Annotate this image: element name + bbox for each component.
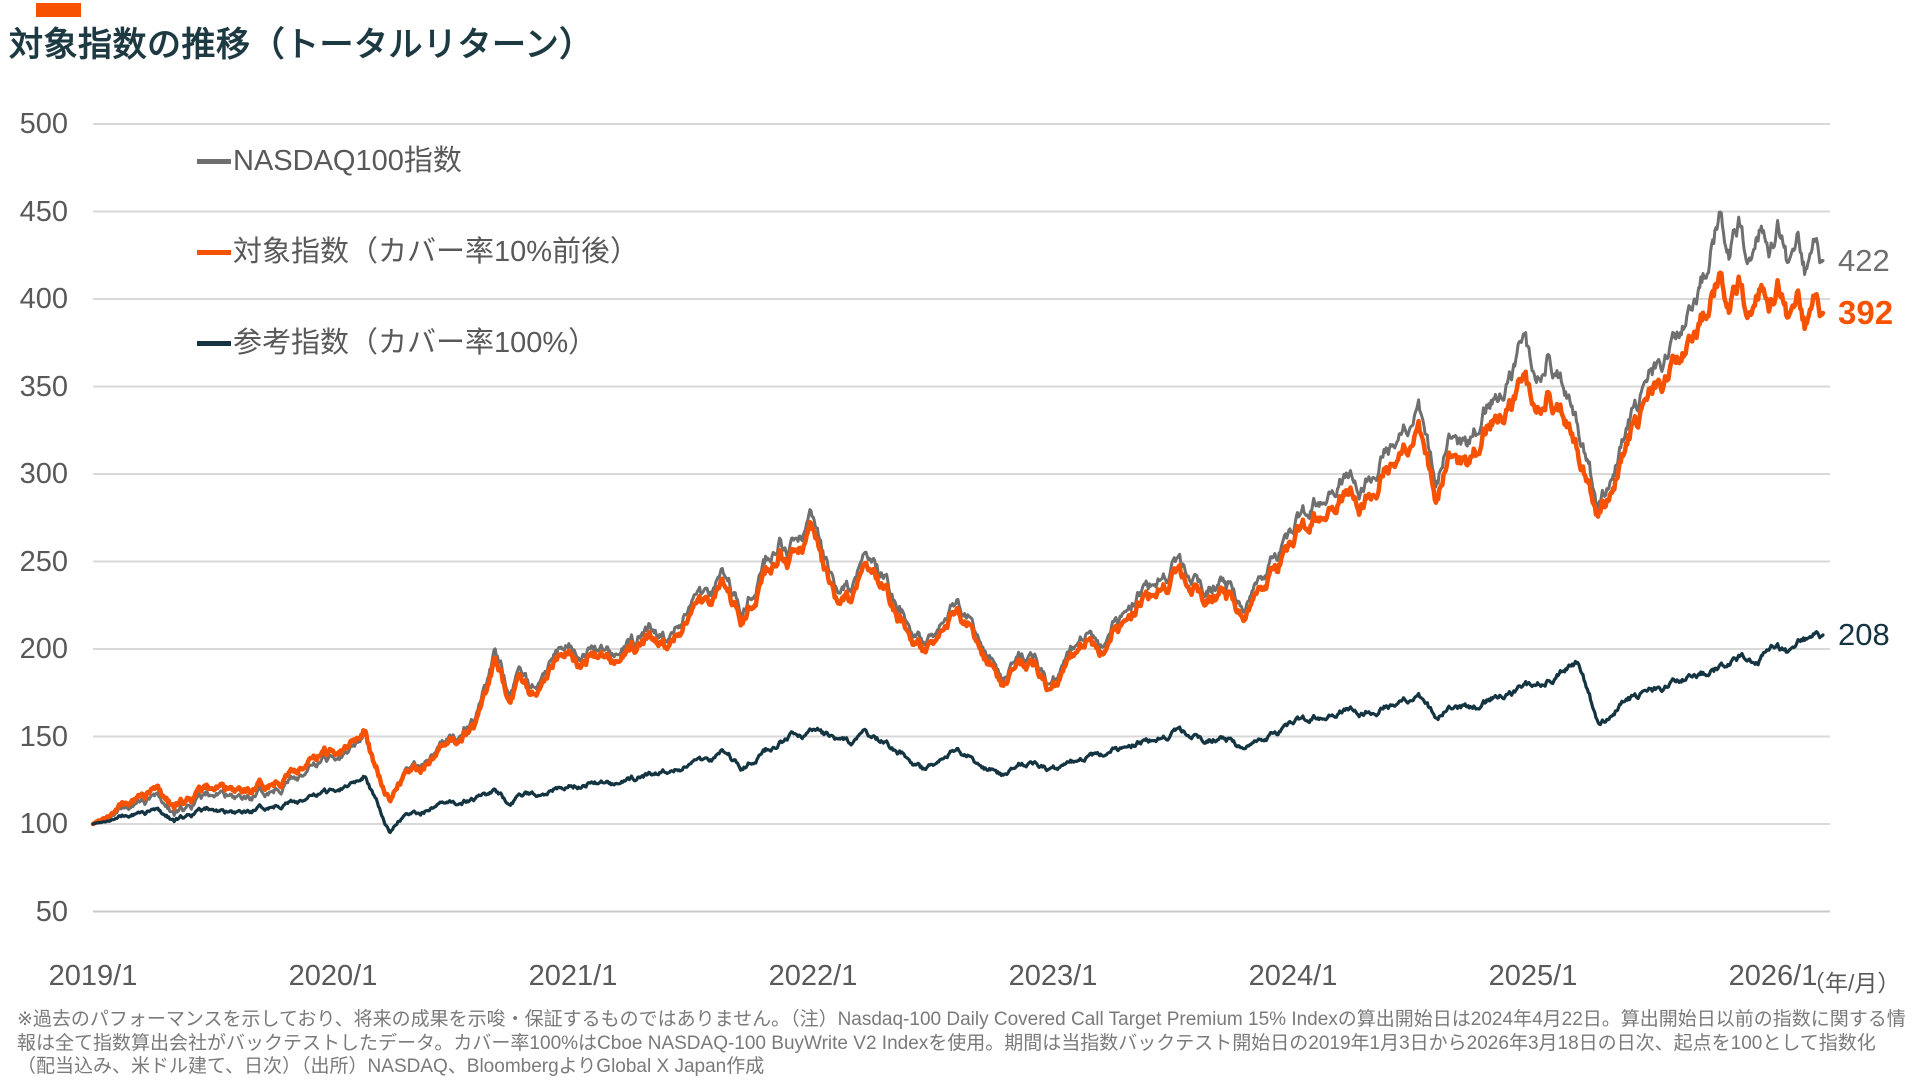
end-value-label-reference_index_cover100: 208 (1838, 617, 1890, 652)
x-axis-label: 2026/1 (1728, 960, 1818, 992)
end-value-label-target_index_cover10: 392 (1838, 294, 1894, 331)
series-line-target_index_cover10 (90, 270, 1826, 827)
footnote-disclaimer: ※過去のパフォーマンスを示しており、将来の成果を示唆・保証するものではありません… (17, 1009, 1906, 1077)
x-axis-label: 2024/1 (1248, 960, 1338, 992)
legend-label: 対象指数（カバー率10%前後） (233, 236, 640, 268)
y-axis-label: 50 (35, 895, 68, 928)
y-axis-label: 500 (19, 108, 68, 140)
y-axis-label: 100 (19, 808, 68, 840)
x-axis-label: 2020/1 (288, 960, 378, 992)
y-axis-label: 400 (19, 283, 68, 315)
legend-label: NASDAQ100指数 (233, 145, 462, 177)
y-axis-label: 200 (19, 633, 68, 665)
x-axis-label: 2025/1 (1488, 960, 1578, 992)
x-axis-label: 2022/1 (768, 960, 858, 992)
x-axis-label: 2019/1 (48, 960, 138, 992)
legend-dash-icon (197, 340, 231, 346)
legend-item-nasdaq100: NASDAQ100指数 (197, 144, 639, 178)
legend-dash-icon (197, 158, 231, 164)
legend-label: 参考指数（カバー率100%） (233, 327, 598, 359)
legend-item-target_index_cover10: 対象指数（カバー率10%前後） (197, 235, 639, 269)
legend-dash-icon (197, 249, 231, 255)
y-axis-label: 150 (19, 720, 68, 753)
end-value-label-nasdaq100: 422 (1838, 242, 1890, 278)
chart-legend: NASDAQ100指数対象指数（カバー率10%前後） 参考指数（カバー率100%） (197, 144, 639, 360)
x-axis-label: 2021/1 (528, 960, 618, 992)
y-axis-label: 450 (19, 195, 68, 228)
y-axis-label: 250 (19, 545, 68, 578)
y-axis-label: 350 (19, 370, 68, 403)
legend-item-reference_index_cover100: 参考指数（カバー率100%） (197, 326, 639, 360)
x-axis-label: 2023/1 (1008, 960, 1098, 992)
x-axis-unit-label: （年/月） (1802, 970, 1901, 996)
y-axis-label: 300 (19, 458, 68, 490)
title-accent-bar (36, 3, 81, 17)
page-title: 対象指数の推移（トータルリターン） (9, 26, 594, 64)
series-line-reference_index_cover100 (91, 630, 1825, 835)
